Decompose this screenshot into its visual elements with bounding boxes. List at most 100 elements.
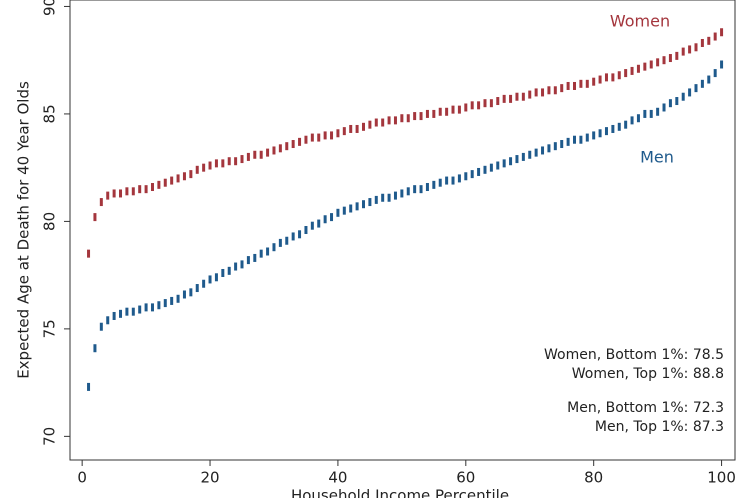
- point: [566, 137, 570, 146]
- x-axis-title: Household Income Percentile: [291, 487, 509, 498]
- point: [393, 116, 397, 125]
- point: [208, 161, 212, 170]
- point: [560, 84, 564, 93]
- point: [700, 79, 704, 88]
- point: [259, 249, 263, 258]
- point: [291, 232, 295, 241]
- point: [106, 191, 110, 200]
- point: [630, 66, 634, 75]
- point: [214, 159, 218, 168]
- y-tick-label: 80: [41, 212, 59, 231]
- point: [131, 307, 135, 316]
- point: [119, 189, 123, 198]
- point: [592, 131, 596, 140]
- point: [349, 124, 353, 133]
- plot-frame: [69, 0, 736, 461]
- point: [611, 124, 615, 133]
- point: [240, 260, 244, 269]
- point: [585, 133, 589, 142]
- point: [163, 299, 167, 308]
- point: [707, 75, 711, 84]
- point: [643, 109, 647, 118]
- point: [195, 165, 199, 174]
- point: [355, 202, 359, 211]
- point: [317, 133, 321, 142]
- point: [374, 195, 378, 204]
- point: [464, 172, 468, 181]
- point: [649, 109, 653, 118]
- point: [87, 382, 91, 391]
- x-tick-label: 60: [456, 469, 475, 487]
- point: [457, 105, 461, 114]
- point: [675, 51, 679, 60]
- point: [317, 219, 321, 228]
- point: [541, 88, 545, 97]
- point: [668, 99, 672, 108]
- point: [432, 180, 436, 189]
- point: [342, 206, 346, 215]
- point: [298, 137, 302, 146]
- point: [361, 122, 365, 131]
- point: [688, 45, 692, 54]
- point: [246, 256, 250, 265]
- point: [253, 253, 257, 262]
- point: [202, 279, 206, 288]
- point: [202, 163, 206, 172]
- point: [208, 275, 212, 284]
- point: [246, 152, 250, 161]
- point: [368, 120, 372, 129]
- point: [336, 129, 340, 138]
- point: [681, 47, 685, 56]
- point: [93, 213, 97, 222]
- series-label: Men: [640, 148, 674, 167]
- point: [119, 309, 123, 318]
- point: [534, 88, 538, 97]
- point: [521, 92, 525, 101]
- point: [99, 198, 103, 207]
- point: [502, 159, 506, 168]
- point: [304, 226, 308, 234]
- point: [387, 193, 391, 202]
- point: [170, 176, 174, 185]
- point: [445, 107, 449, 116]
- point: [566, 81, 570, 90]
- point: [656, 107, 660, 116]
- point: [624, 120, 628, 129]
- x-tick-label: 20: [200, 469, 219, 487]
- point: [464, 103, 468, 112]
- point: [573, 135, 577, 144]
- point: [138, 305, 142, 314]
- point: [630, 116, 634, 125]
- point: [553, 142, 557, 151]
- point: [432, 109, 436, 118]
- point: [509, 157, 513, 166]
- point: [272, 243, 276, 252]
- point: [675, 97, 679, 106]
- point: [195, 284, 199, 293]
- point: [368, 198, 372, 207]
- point: [182, 172, 186, 181]
- x-tick-label: 80: [584, 469, 603, 487]
- point: [662, 56, 666, 65]
- point: [598, 129, 602, 138]
- point: [515, 155, 519, 164]
- point: [330, 131, 334, 140]
- x-tick-label: 100: [707, 469, 736, 487]
- point: [253, 150, 257, 159]
- point: [419, 185, 423, 194]
- point: [125, 187, 129, 196]
- point: [259, 150, 263, 159]
- point: [413, 112, 417, 121]
- point: [483, 165, 487, 174]
- point: [560, 140, 564, 149]
- point: [310, 133, 314, 142]
- point: [355, 124, 359, 133]
- point: [381, 118, 385, 127]
- point: [400, 114, 404, 123]
- point: [138, 185, 142, 194]
- point: [636, 114, 640, 123]
- point: [419, 112, 423, 121]
- point: [349, 204, 353, 213]
- point: [400, 189, 404, 198]
- point: [278, 144, 282, 153]
